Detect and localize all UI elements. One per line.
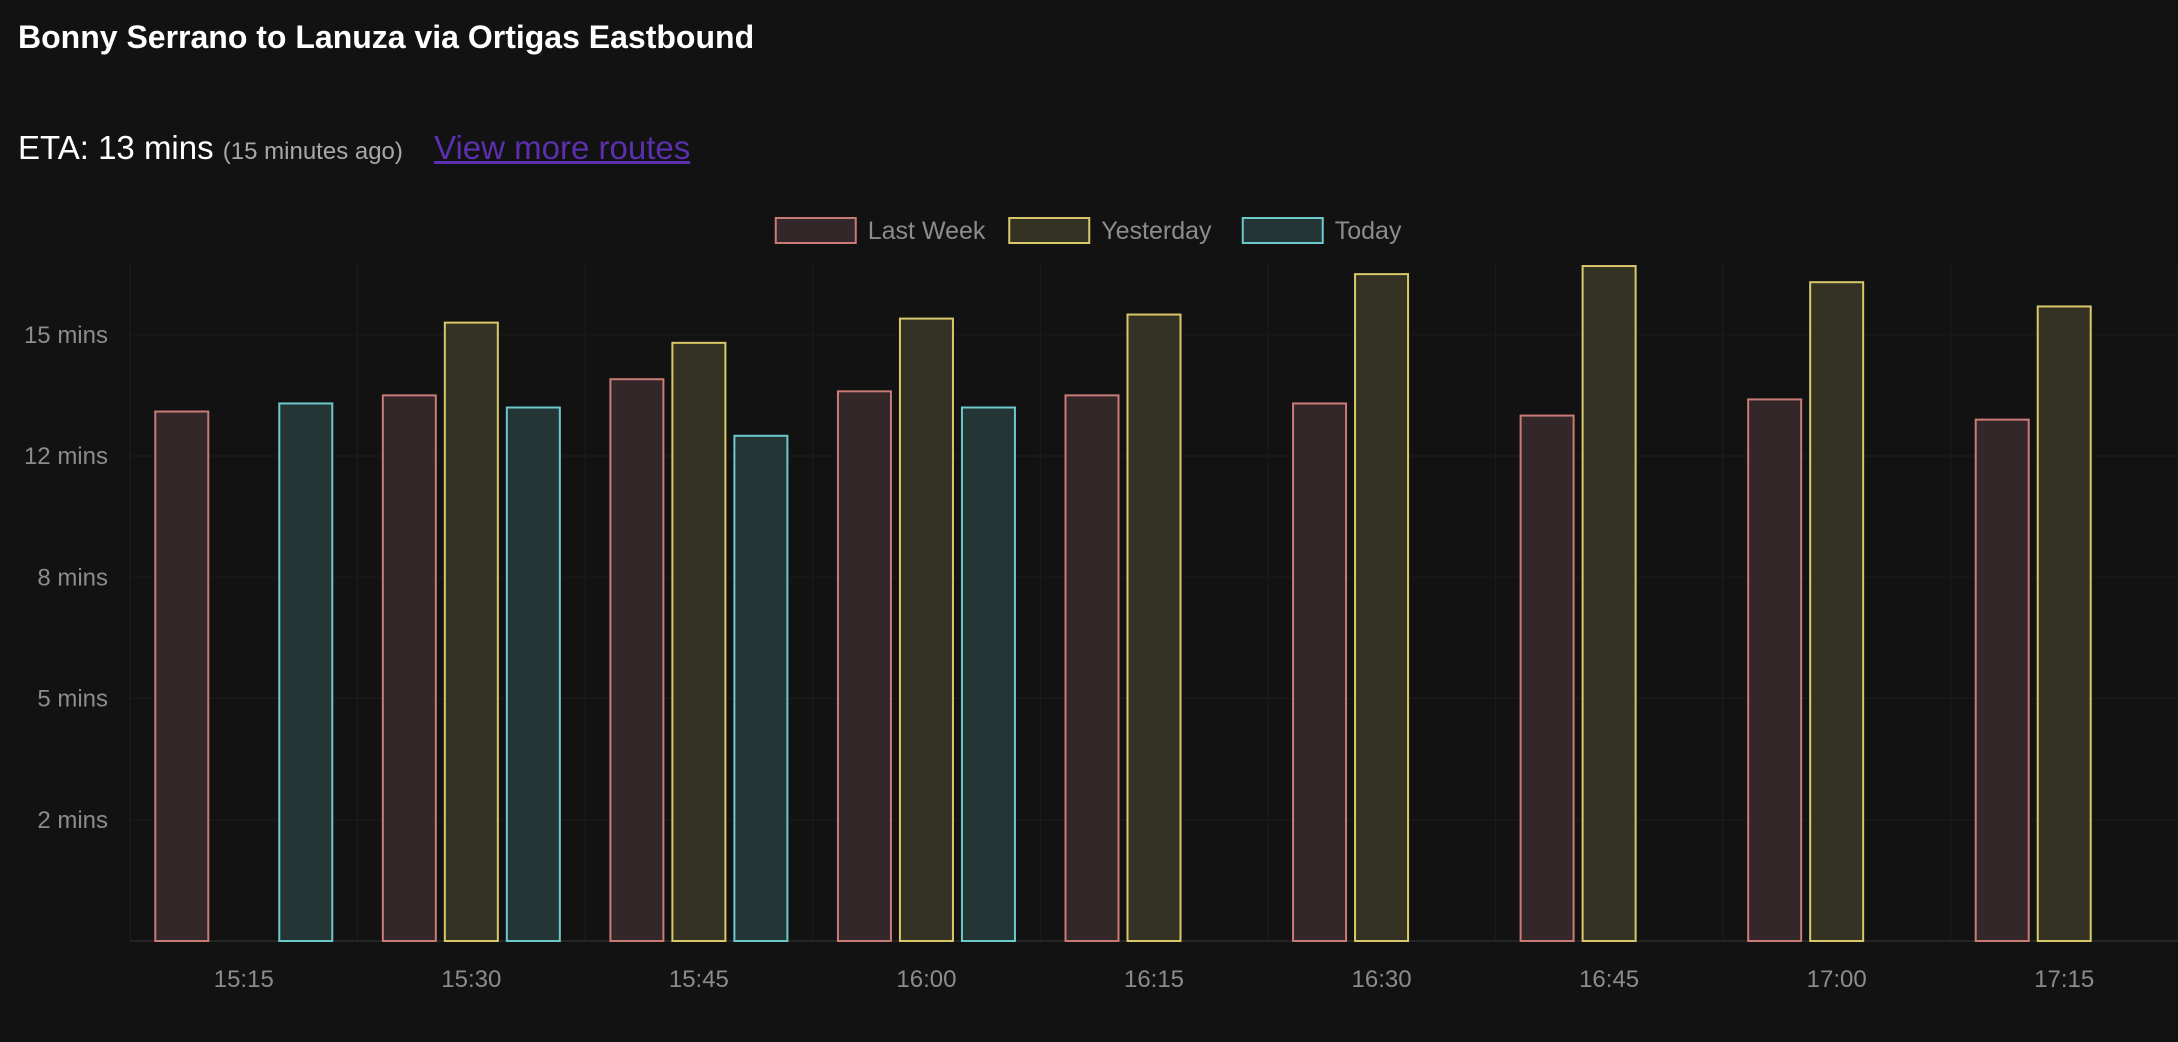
bar-today-15-45: [733, 434, 789, 943]
y-axis-ticks: 15 mins 12 mins 8 mins 5 mins 2 mins: [24, 322, 108, 834]
bar-last-week-16-45: [1519, 414, 1575, 943]
legend-label: Today: [1335, 217, 1402, 245]
bar-yesterday-16-30: [1354, 273, 1410, 942]
x-tick-label: 16:00: [896, 966, 956, 993]
bar-today-16-00: [960, 406, 1016, 942]
y-tick-label: 2 mins: [37, 807, 108, 834]
bar-last-week-17-15: [1974, 418, 2030, 942]
chart-legend[interactable]: Last Week Yesterday Today: [774, 217, 1402, 245]
chart-bars: [154, 265, 2092, 943]
x-tick-label: 17:00: [1807, 966, 1867, 993]
legend-item-last-week[interactable]: Last Week: [774, 217, 986, 245]
bar-yesterday-17-15: [2036, 305, 2092, 943]
legend-swatch: [774, 217, 857, 244]
x-tick-label: 15:45: [669, 966, 729, 993]
bar-yesterday-15-30: [443, 321, 499, 942]
bar-yesterday-16-45: [1581, 265, 1637, 942]
x-axis-ticks: 15:15 15:30 15:45 16:00 16:15 16:30 16:45 17:00…: [214, 966, 2095, 993]
y-tick-label: 5 mins: [37, 686, 108, 713]
eta-row: ETA: 13 mins (15 minutes ago) View more …: [18, 128, 690, 172]
bar-last-week-16-00: [836, 390, 892, 943]
bar-yesterday-16-15: [1126, 313, 1182, 942]
bar-last-week-16-30: [1292, 402, 1348, 943]
bar-today-15-15: [278, 402, 334, 943]
x-tick-label: 16:15: [1124, 966, 1184, 993]
bar-last-week-15-15: [154, 410, 210, 942]
y-tick-label: 15 mins: [24, 322, 108, 349]
page-title: Bonny Serrano to Lanuza via Ortigas East…: [18, 19, 755, 55]
x-tick-label: 17:15: [2034, 966, 2094, 993]
x-tick-label: 15:30: [441, 966, 501, 993]
eta-bar-chart: Last Week Yesterday Today 15 mins 12 mins 8 …: [24, 217, 2178, 993]
bar-last-week-15-45: [609, 378, 665, 943]
legend-label: Yesterday: [1101, 217, 1212, 245]
bar-today-15-30: [505, 406, 561, 942]
bar-yesterday-15-45: [671, 341, 727, 943]
x-tick-label: 16:30: [1352, 966, 1412, 993]
view-more-routes-link[interactable]: View more routes: [434, 129, 691, 166]
bar-yesterday-17-00: [1809, 281, 1865, 943]
bar-last-week-15-30: [381, 394, 437, 942]
bar-last-week-17-00: [1747, 398, 1803, 942]
bar-last-week-16-15: [1064, 394, 1120, 942]
legend-swatch: [1241, 217, 1324, 244]
x-tick-label: 15:15: [214, 966, 274, 993]
eta-label: ETA: 13 mins: [18, 129, 214, 166]
legend-swatch: [1008, 217, 1091, 244]
y-tick-label: 12 mins: [24, 443, 108, 470]
bar-yesterday-16-00: [898, 317, 954, 943]
y-tick-label: 8 mins: [37, 564, 108, 591]
legend-item-today[interactable]: Today: [1241, 217, 1402, 245]
x-tick-label: 16:45: [1579, 966, 1639, 993]
legend-item-yesterday[interactable]: Yesterday: [1008, 217, 1212, 245]
legend-label: Last Week: [868, 217, 986, 245]
eta-ago: (15 minutes ago): [222, 138, 403, 165]
